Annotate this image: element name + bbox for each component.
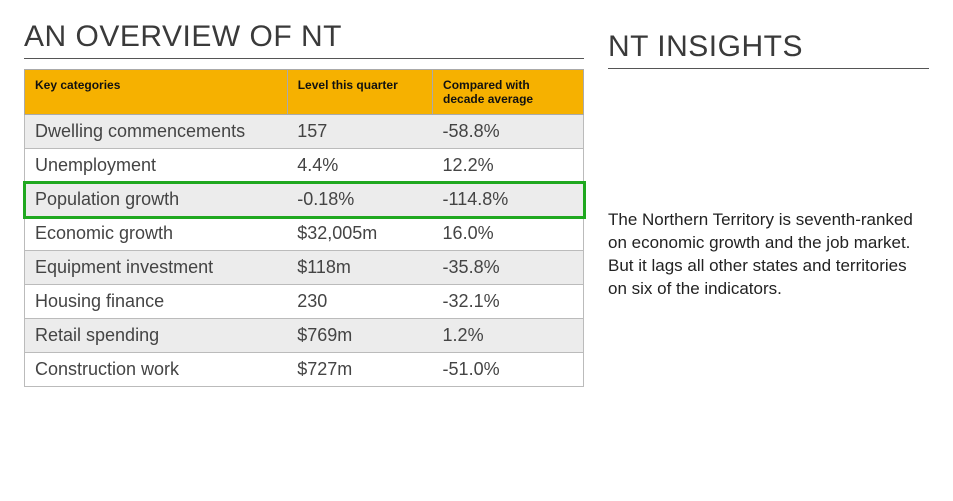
cell-level: $118m (287, 251, 432, 285)
cell-compared: 16.0% (433, 217, 584, 251)
table-row: Retail spending$769m1.2% (25, 319, 584, 353)
table-row: Construction work$727m-51.0% (25, 353, 584, 387)
cell-category: Dwelling commencements (25, 115, 288, 149)
cell-category: Unemployment (25, 149, 288, 183)
cell-level: 230 (287, 285, 432, 319)
insights-title: NT INSIGHTS (608, 30, 929, 69)
cell-compared: -58.8% (433, 115, 584, 149)
cell-category: Economic growth (25, 217, 288, 251)
cell-level: 4.4% (287, 149, 432, 183)
table-row: Housing finance230-32.1% (25, 285, 584, 319)
cell-category: Population growth (25, 183, 288, 217)
col-header-compared: Compared with decade average (433, 70, 584, 115)
cell-compared: -32.1% (433, 285, 584, 319)
table-row: Population growth-0.18%-114.8% (25, 183, 584, 217)
cell-level: -0.18% (287, 183, 432, 217)
overview-title: AN OVERVIEW OF NT (24, 20, 584, 59)
cell-level: $769m (287, 319, 432, 353)
cell-category: Construction work (25, 353, 288, 387)
table-row: Unemployment4.4%12.2% (25, 149, 584, 183)
overview-table: Key categories Level this quarter Compar… (24, 69, 584, 387)
col-header-level: Level this quarter (287, 70, 432, 115)
table-row: Dwelling commencements157-58.8% (25, 115, 584, 149)
cell-level: $727m (287, 353, 432, 387)
cell-compared: -114.8% (433, 183, 584, 217)
cell-compared: -35.8% (433, 251, 584, 285)
cell-level: $32,005m (287, 217, 432, 251)
cell-compared: -51.0% (433, 353, 584, 387)
cell-compared: 1.2% (433, 319, 584, 353)
cell-category: Housing finance (25, 285, 288, 319)
cell-category: Equipment investment (25, 251, 288, 285)
cell-category: Retail spending (25, 319, 288, 353)
col-header-category: Key categories (25, 70, 288, 115)
cell-level: 157 (287, 115, 432, 149)
cell-compared: 12.2% (433, 149, 584, 183)
table-row: Economic growth$32,005m16.0% (25, 217, 584, 251)
table-row: Equipment investment$118m-35.8% (25, 251, 584, 285)
insights-body: The Northern Territory is seventh-ranked… (608, 209, 929, 301)
